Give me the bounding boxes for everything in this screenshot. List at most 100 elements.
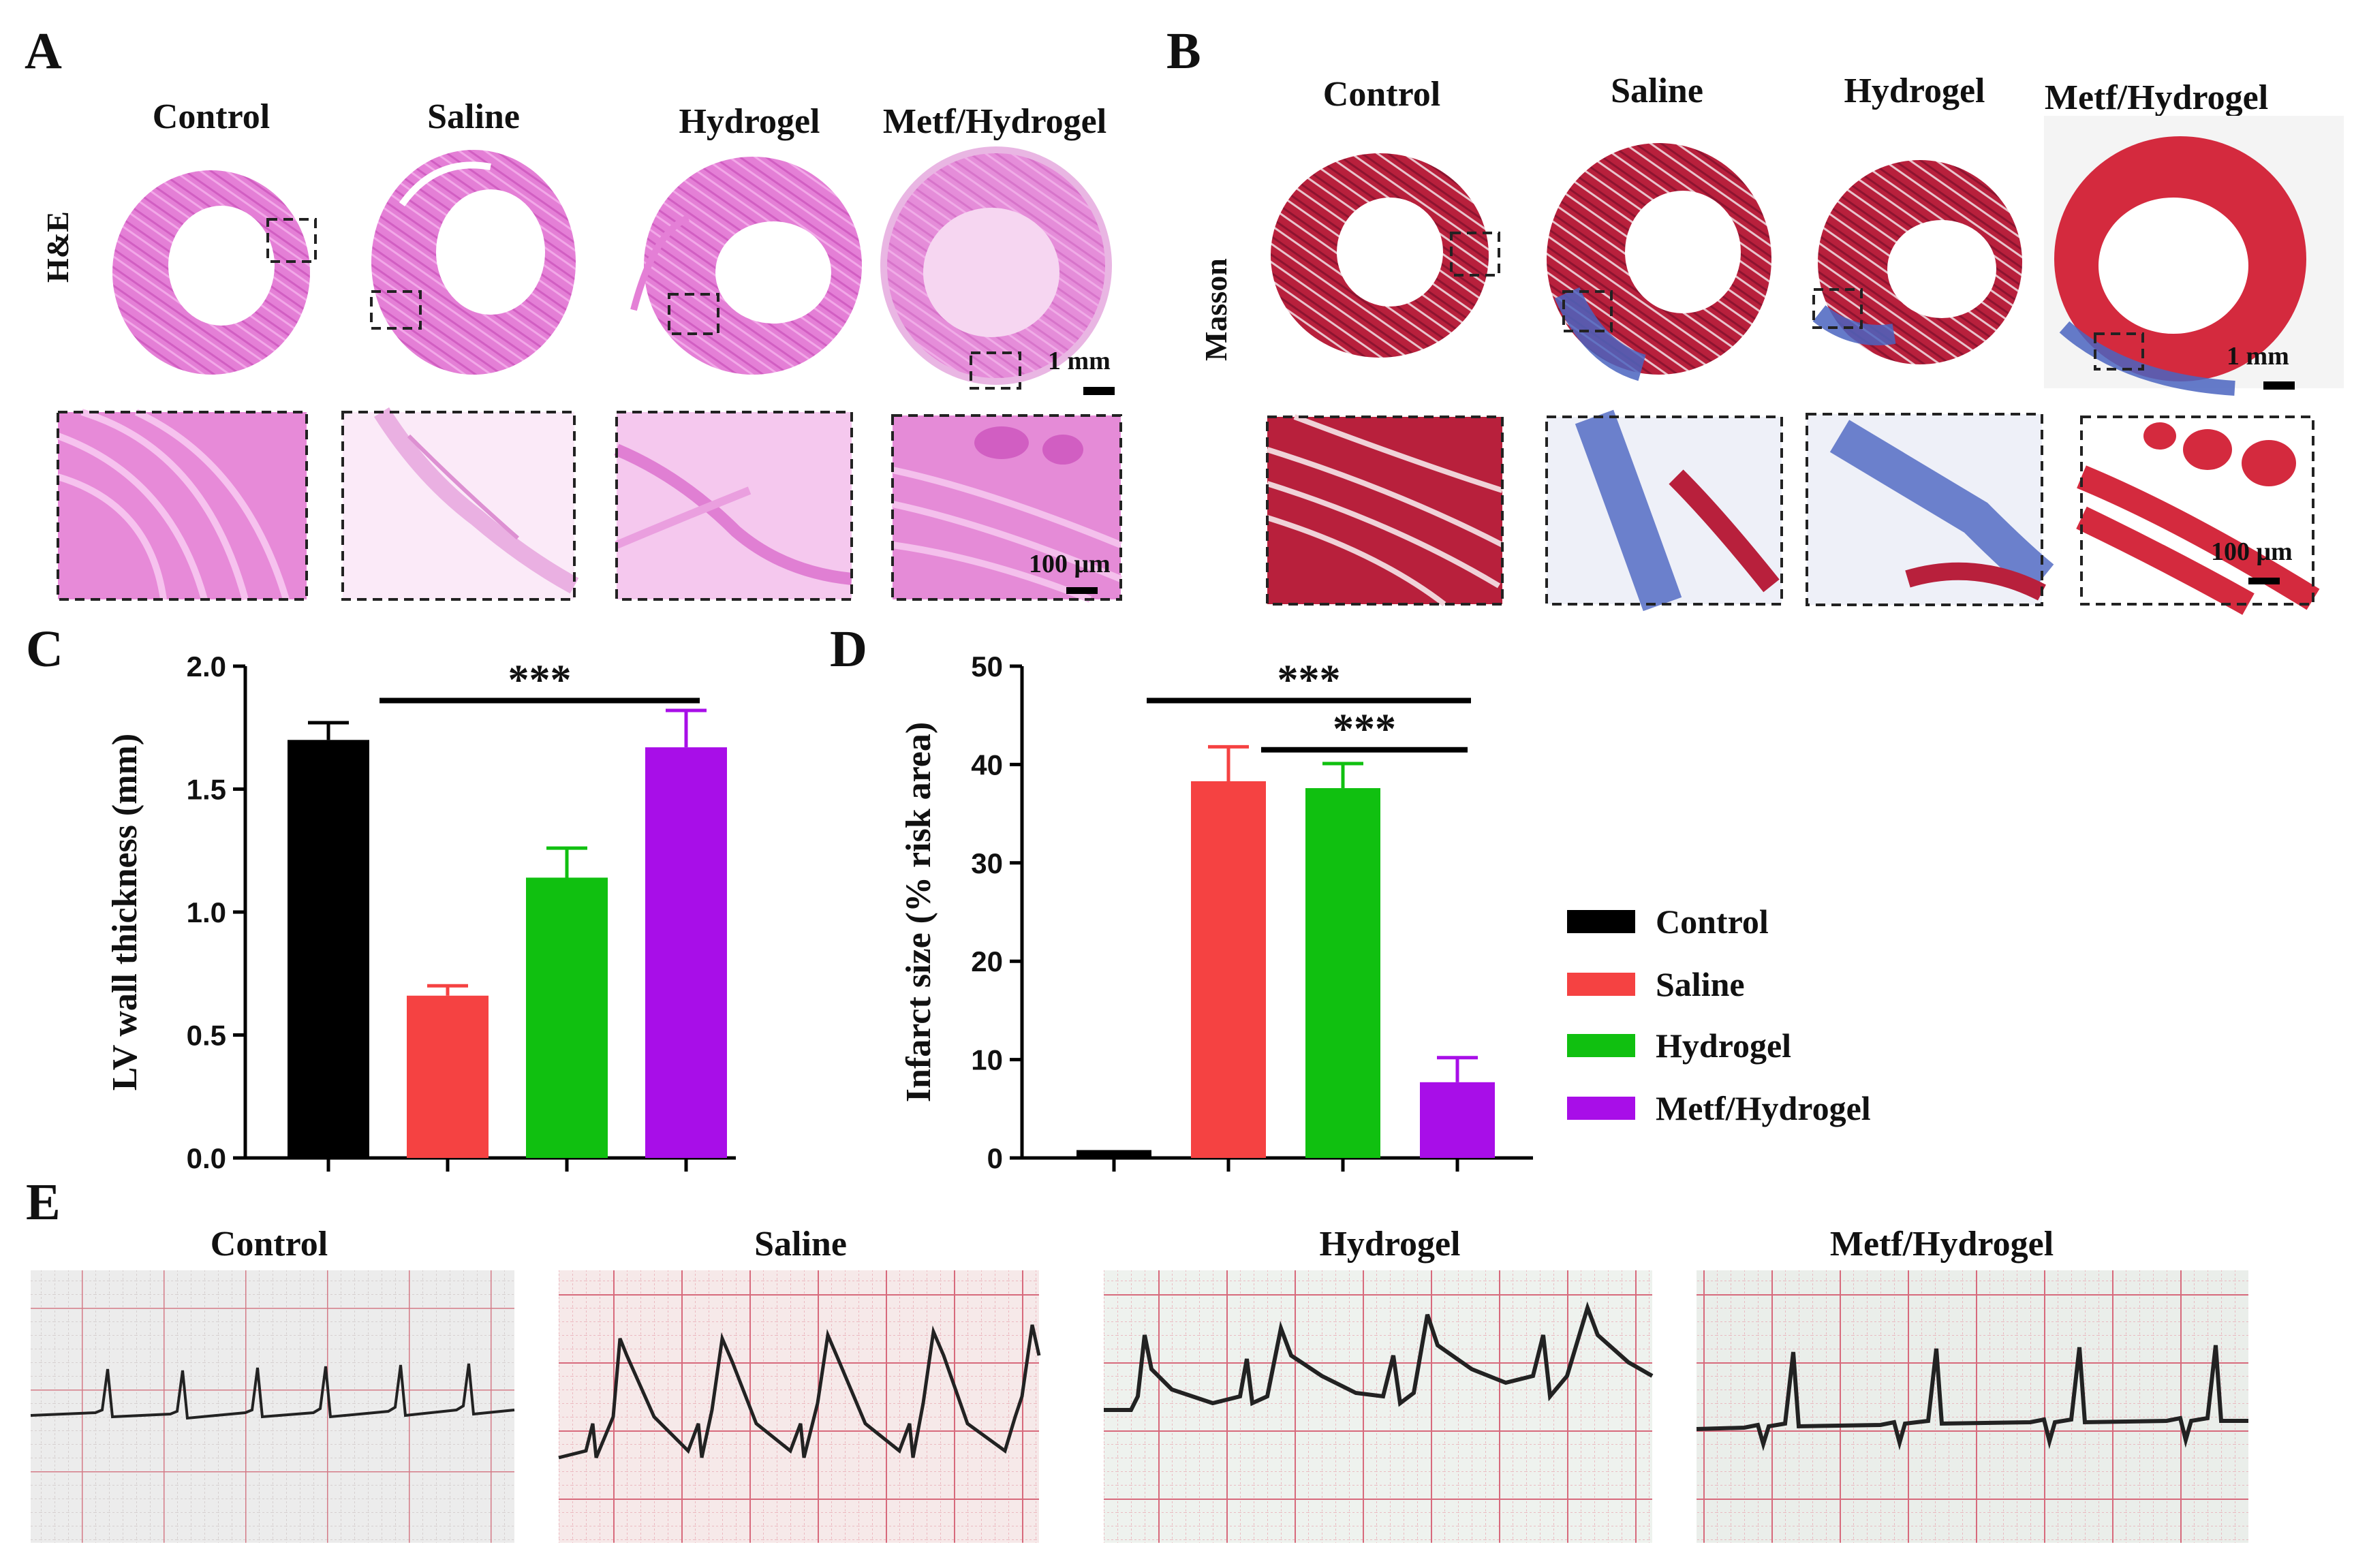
- masson-section-saline: [1547, 143, 1771, 381]
- ecg-trace-saline: [558, 1324, 1041, 1460]
- he-scale-label-large: 1 mm: [1048, 347, 1111, 375]
- masson-roi-saline: [1562, 290, 1613, 332]
- bar-control: [288, 740, 369, 1158]
- he-scale-label-small: 100 μm: [1029, 550, 1111, 578]
- panel-b-letter: B: [1166, 22, 1201, 80]
- panel-c-letter: C: [26, 621, 63, 678]
- y-tick-label: 0.0: [187, 1142, 226, 1174]
- panel-a-stain-label: H&E: [40, 211, 75, 283]
- ecg-title-hydrogel: Hydrogel: [1319, 1225, 1460, 1264]
- masson-scale-bar-small: [2248, 578, 2280, 584]
- he-section-control: [112, 170, 310, 375]
- panel-a-title-metf-hydrogel: Metf/Hydrogel: [883, 102, 1106, 141]
- ecg-strip-metf-hydrogel: [1696, 1270, 2248, 1543]
- y-axis-title: LV wall thickness (mm): [106, 734, 144, 1091]
- panel-a-title-control: Control: [153, 97, 270, 136]
- panel-b-title-saline: Saline: [1611, 72, 1703, 110]
- y-axis-title: Infarct size (% risk area): [899, 722, 938, 1102]
- bar-hydrogel: [526, 877, 608, 1158]
- ecg-trace-metf-hydrogel: [1696, 1345, 2248, 1452]
- chart-lv-wall-thickness: 0.0 0.5 1.0 1.5 2.0 LV wall thickness (mm) ***: [106, 650, 736, 1174]
- y-tick-label: 0: [987, 1142, 1003, 1174]
- panel-e: E Control Saline Hydrogel Metf/Hydrogel: [26, 1174, 2248, 1543]
- bar-metf-hydrogel: [645, 747, 727, 1158]
- panel-d-letter: D: [830, 621, 867, 678]
- he-roi-saline: [370, 290, 422, 330]
- panel-b-title-hydrogel: Hydrogel: [1844, 72, 1985, 110]
- panel-a-title-saline: Saline: [427, 97, 520, 136]
- y-tick-label: 1.5: [187, 774, 226, 806]
- he-scale-bar-small: [1066, 587, 1098, 594]
- he-section-hydrogel: [630, 157, 862, 375]
- legend-label-hydrogel: Hydrogel: [1656, 1026, 1791, 1065]
- significance-label: ***: [1333, 706, 1396, 753]
- masson-scale-bar-large: [2263, 381, 2295, 390]
- y-tick-label: 20: [971, 945, 1003, 977]
- masson-zoom-saline: [1545, 409, 1783, 612]
- ecg-strip-hydrogel: [1104, 1270, 1654, 1543]
- masson-scale-label-large: 1 mm: [2227, 342, 2289, 371]
- ecg-title-metf-hydrogel: Metf/Hydrogel: [1830, 1225, 2054, 1264]
- masson-zoom-metf-hydrogel: [2076, 415, 2320, 615]
- panel-a-letter: A: [25, 22, 62, 80]
- y-tick-label: 10: [971, 1044, 1003, 1076]
- legend-swatch-control: [1567, 910, 1635, 933]
- panel-c: C 0.0 0.5 1.0 1.5 2.0 LV wall thickness (mm) *…: [26, 621, 736, 1174]
- bar-control: [1077, 1150, 1151, 1158]
- panel-e-letter: E: [26, 1174, 61, 1231]
- legend-label-saline: Saline: [1656, 965, 1745, 1003]
- masson-roi-hydrogel: [1812, 288, 1863, 329]
- legend-label-control: Control: [1656, 903, 1769, 941]
- y-tick-label: 1.0: [187, 896, 226, 928]
- he-scale-bar-large: [1083, 387, 1115, 395]
- panel-b-title-control: Control: [1323, 75, 1440, 114]
- panel-a-title-hydrogel: Hydrogel: [679, 102, 820, 141]
- he-section-metf-hydrogel: [880, 146, 1112, 385]
- masson-section-hydrogel: [1812, 160, 2022, 364]
- ecg-trace-hydrogel: [1104, 1301, 1654, 1412]
- bar-saline: [1191, 781, 1266, 1158]
- significance-label: ***: [508, 657, 572, 704]
- masson-zoom-hydrogel: [1806, 413, 2054, 606]
- he-zoom-saline: [341, 407, 579, 601]
- legend-swatch-saline: [1567, 973, 1635, 996]
- ecg-title-control: Control: [211, 1225, 328, 1264]
- legend: Control Saline Hydrogel Metf/Hydrogel: [1567, 903, 1871, 1127]
- legend-swatch-hydrogel: [1567, 1034, 1635, 1057]
- masson-section-metf-hydrogel: [2044, 116, 2344, 396]
- bar-saline: [407, 995, 489, 1158]
- he-zoom-control: [57, 409, 308, 601]
- bar-metf-hydrogel: [1420, 1082, 1495, 1158]
- bar-hydrogel: [1305, 788, 1380, 1158]
- ecg-title-saline: Saline: [754, 1225, 847, 1264]
- ecg-strip-control: [30, 1270, 515, 1543]
- y-tick-label: 40: [971, 749, 1003, 781]
- panel-b-stain-label: Masson: [1198, 258, 1233, 361]
- masson-roi-control: [1450, 232, 1500, 277]
- y-tick-label: 2.0: [187, 650, 226, 683]
- ecg-trace-control: [30, 1363, 515, 1420]
- panel-d: D 0 10 20 30 40 50 Infarct size (% risk area) *…: [830, 621, 1533, 1174]
- chart-infarct-size: 0 10 20 30 40 50 Infarct size (% risk area) ***…: [899, 650, 1533, 1174]
- significance-label: ***: [1277, 657, 1341, 704]
- masson-zoom-control: [1266, 414, 1504, 607]
- he-roi-control: [266, 218, 317, 263]
- panel-a: A H&E Control Saline Hydrogel Metf/Hydro…: [25, 22, 1122, 603]
- he-zoom-metf-hydrogel: [891, 414, 1122, 603]
- legend-swatch-metf-hydrogel: [1567, 1097, 1635, 1120]
- y-tick-label: 30: [971, 847, 1003, 879]
- masson-section-control: [1271, 153, 1489, 358]
- masson-scale-label-small: 100 μm: [2211, 537, 2293, 566]
- masson-roi-metf-hydrogel: [2094, 332, 2144, 371]
- y-tick-label: 0.5: [187, 1020, 226, 1052]
- panel-b: B Masson Control Saline Hydrogel Metf/Hy…: [1166, 22, 2344, 615]
- he-roi-metf-hydrogel: [970, 351, 1021, 390]
- y-tick-label: 50: [971, 650, 1003, 683]
- he-section-saline: [371, 150, 576, 375]
- panel-b-title-metf-hydrogel: Metf/Hydrogel: [2045, 78, 2268, 117]
- he-zoom-hydrogel: [614, 411, 853, 601]
- he-roi-hydrogel: [668, 293, 719, 335]
- ecg-strip-saline: [558, 1270, 1041, 1543]
